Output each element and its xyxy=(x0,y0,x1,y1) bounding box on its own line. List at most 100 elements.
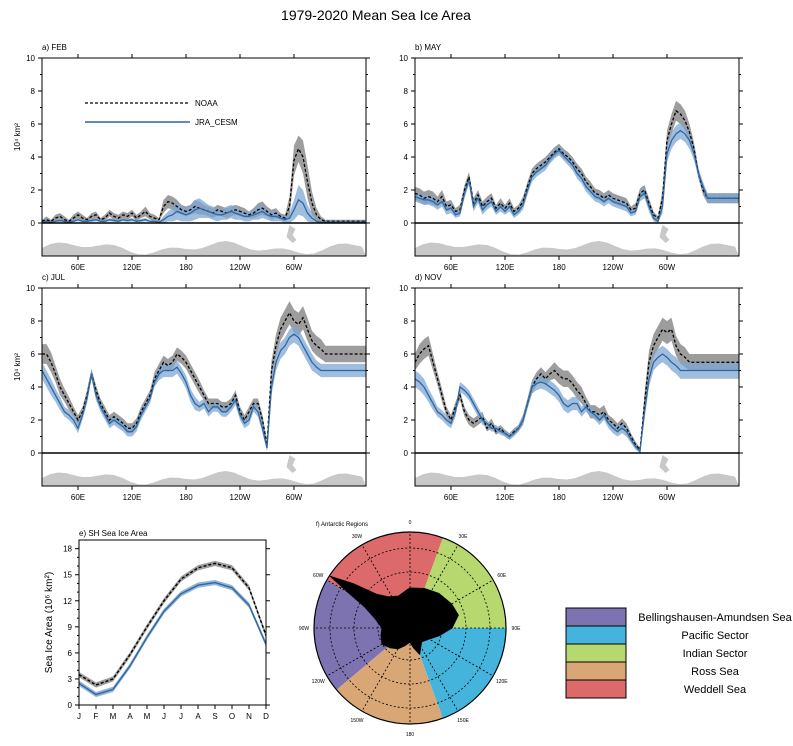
annual-x-tick-label: N xyxy=(246,712,252,721)
panel-label: a) FEB xyxy=(42,43,67,52)
peninsula-outline xyxy=(659,225,670,243)
annual-x-tick-label: M xyxy=(144,712,151,721)
x-tick-label: 120W xyxy=(230,263,251,272)
longitude-label: 120E xyxy=(496,679,508,685)
x-tick-label: 180 xyxy=(552,263,566,272)
legend-swatch xyxy=(565,661,627,681)
panel-3: 0 2 4 6 8 10 60E 120E 180 120W 60W d) NOV xyxy=(399,273,743,502)
panel-2: 0 2 4 6 8 10 60E 120E 180 120W 60W c) JUL 10⁴ km² xyxy=(13,273,370,502)
longitude-label: 0 xyxy=(409,520,412,526)
y-tick-label: 4 xyxy=(31,383,36,392)
continent-outline xyxy=(415,471,739,486)
annual-x-tick-label: D xyxy=(263,712,269,721)
annual-x-tick-label: A xyxy=(195,712,201,721)
panel-1: 0 2 4 6 8 10 60E 120E 180 120W 60W b) MAY xyxy=(399,43,743,272)
plot-area xyxy=(415,317,739,453)
peninsula-outline xyxy=(286,225,297,243)
legend-label: Ross Sea xyxy=(691,666,740,678)
land-strip xyxy=(42,225,366,256)
annual-line-jra_cesm xyxy=(78,581,267,696)
panel-frame xyxy=(41,287,367,487)
sector-ross xyxy=(336,628,443,724)
annual-cycle-panel: 0 3 6 9 12 15 18 J F M A M J J A S O N De) SH Sea Ice Area… xyxy=(44,529,270,721)
y-tick-label: 0 xyxy=(404,219,409,228)
figure-title: 1979-2020 Mean Sea Ice Area xyxy=(281,7,471,23)
x-tick-label: 180 xyxy=(179,493,193,502)
y-tick-label: 2 xyxy=(31,186,36,195)
peninsula-outline xyxy=(286,455,297,473)
annual-x-tick-label: J xyxy=(162,712,166,721)
y-tick-label: 8 xyxy=(31,317,36,326)
annual-y-tick-label: 18 xyxy=(63,545,72,554)
x-tick-label: 60E xyxy=(444,263,458,272)
annual-band-noaa xyxy=(79,560,266,688)
map-boundary xyxy=(313,531,507,725)
annual-x-tick-label: J xyxy=(179,712,183,721)
y-tick-label: 2 xyxy=(31,416,36,425)
x-tick-label: 60E xyxy=(71,263,85,272)
x-tick-label: 120E xyxy=(496,493,515,502)
continent-outline xyxy=(42,241,366,256)
y-tick-label: 6 xyxy=(31,120,36,129)
legend-label: Indian Sector xyxy=(683,648,748,660)
annual-y-tick-label: 12 xyxy=(63,597,72,606)
y-tick-label: 6 xyxy=(404,120,409,129)
series-band-noaa xyxy=(415,100,739,220)
annual-x-tick-label: F xyxy=(94,712,99,721)
annual-y-axis-label: Sea Ice Area (10⁶ km²) xyxy=(44,572,55,673)
series-line-jra_cesm xyxy=(415,129,739,223)
annual-y-tick-label: 15 xyxy=(63,571,72,580)
continent-outline xyxy=(415,241,739,256)
series-band-jra_cesm xyxy=(42,185,366,223)
line-panels: 0 2 4 6 8 10 60E 120E 180 120W 60W a) FEB 10⁴ km² NOA… xyxy=(13,43,743,502)
x-tick-label: 60W xyxy=(659,263,676,272)
antarctic-regions-map: 0 30E 60E 90E 120E 150E 180 150W 120W 90W 60W 30W f)… xyxy=(299,520,521,738)
y-tick-label: 4 xyxy=(404,383,409,392)
antarctica-landmass xyxy=(329,575,459,655)
annual-y-tick-label: 3 xyxy=(68,675,73,684)
panel-frame xyxy=(41,57,367,257)
map-panel-label: f) Antarctic Regions xyxy=(316,522,368,528)
y-tick-label: 10 xyxy=(399,284,408,293)
longitude-label: 120W xyxy=(312,679,325,685)
longitude-label: 150W xyxy=(350,718,363,724)
annual-x-tick-label: O xyxy=(229,712,235,721)
longitude-label: 60W xyxy=(313,573,324,579)
x-tick-label: 180 xyxy=(552,493,566,502)
panel-label: c) JUL xyxy=(42,273,66,282)
y-axis-label: 10⁴ km² xyxy=(13,123,22,151)
series-line-noaa xyxy=(42,311,366,445)
y-tick-label: 2 xyxy=(404,186,409,195)
legend-swatch xyxy=(565,607,627,627)
y-tick-label: 8 xyxy=(404,87,409,96)
x-tick-label: 60W xyxy=(286,493,303,502)
x-tick-label: 60E xyxy=(71,493,85,502)
y-tick-label: 4 xyxy=(404,153,409,162)
annual-frame xyxy=(78,539,267,706)
annual-x-tick-label: S xyxy=(212,712,217,721)
x-tick-label: 60W xyxy=(659,493,676,502)
y-tick-label: 0 xyxy=(31,449,36,458)
legend-label-jra: JRA_CESM xyxy=(195,118,238,127)
longitude-label: 90W xyxy=(299,626,310,632)
y-tick-label: 10 xyxy=(26,54,35,63)
plot-area xyxy=(42,301,366,452)
series-line-jra_cesm xyxy=(42,333,366,449)
longitude-label: 60E xyxy=(497,573,507,579)
sector-pacific xyxy=(410,628,506,719)
panel-0: 0 2 4 6 8 10 60E 120E 180 120W 60W a) FEB 10⁴ km² NOA… xyxy=(13,43,370,272)
series-band-noaa xyxy=(415,317,739,452)
y-tick-label: 2 xyxy=(404,416,409,425)
land-strip xyxy=(42,455,366,486)
annual-y-tick-label: 9 xyxy=(68,623,73,632)
legend-label: Bellingshausen-Amundsen Sea xyxy=(638,612,792,624)
x-tick-label: 120W xyxy=(603,263,624,272)
series-band-jra_cesm xyxy=(415,345,739,453)
regions-legend: Bellingshausen-Amundsen Sea Pacific Secto… xyxy=(565,607,793,699)
annual-y-tick-label: 6 xyxy=(68,649,73,658)
x-tick-label: 120E xyxy=(496,263,515,272)
series-line-noaa xyxy=(415,328,739,452)
annual-line-noaa xyxy=(78,562,267,686)
legend-label-noaa: NOAA xyxy=(195,99,218,108)
